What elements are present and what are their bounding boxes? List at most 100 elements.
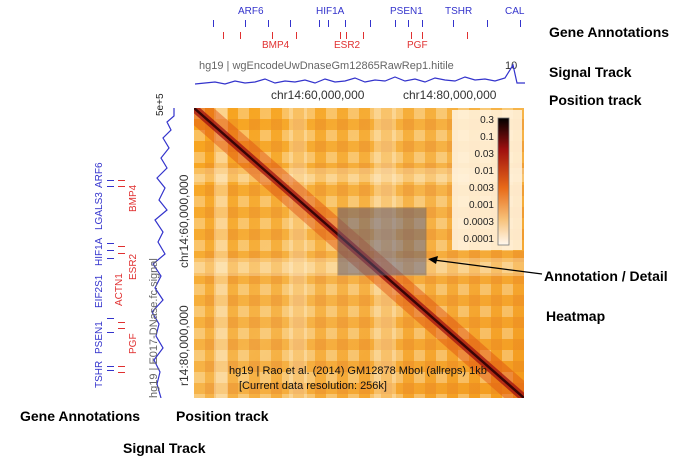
- top-signal-track: hg19 | wgEncodeUwDnaseGm12865RawRep1.hit…: [195, 57, 525, 87]
- gene-tick: [268, 20, 269, 27]
- gene-tick: [107, 243, 114, 244]
- signal-line: [195, 63, 525, 85]
- gene-tick: [408, 20, 409, 27]
- heatmap-resolution: [Current data resolution: 256k]: [239, 380, 387, 392]
- gene-label: ESR2: [334, 40, 361, 51]
- gene-tick: [118, 246, 125, 247]
- colorbar-tick: 0.01: [475, 166, 495, 177]
- gene-label: HIF1A: [94, 237, 105, 266]
- gene-label: CAL: [505, 6, 525, 17]
- gene-label: EIF2S1: [94, 274, 105, 308]
- gene-label: ACTN1: [114, 273, 125, 306]
- gene-tick: [118, 372, 125, 373]
- gene-tick: [107, 370, 114, 371]
- gene-label: ARF6: [238, 6, 264, 17]
- label-position-track-left: Position track: [176, 408, 269, 424]
- gene-tick: [213, 20, 214, 27]
- colorbar-tick: 0.1: [480, 132, 494, 143]
- gene-tick: [328, 20, 329, 27]
- gene-label: PGF: [128, 333, 139, 354]
- heatmap-stripe: [214, 108, 228, 398]
- gene-tick: [296, 32, 297, 39]
- annotation-arrow: [428, 256, 543, 275]
- gene-tick: [467, 32, 468, 39]
- gene-tick: [422, 20, 423, 27]
- gene-tick: [290, 20, 291, 27]
- gene-tick: [118, 253, 125, 254]
- signal-track-label: hg19 | E017-DNase.fc.signal: [148, 258, 160, 398]
- position-label: chr14:60,000,000: [177, 174, 191, 268]
- label-gene-annotations-left: Gene Annotations: [20, 408, 141, 424]
- top-position-track: chr14:60,000,000 chr14:80,000,000: [195, 88, 525, 106]
- gene-label: TSHR: [94, 360, 105, 388]
- gene-tick: [107, 318, 114, 319]
- gene-tick: [363, 32, 364, 39]
- gene-label: PSEN1: [390, 6, 423, 17]
- gene-tick: [107, 180, 114, 181]
- top-gene-annotation-track: ARF6 HIF1A PSEN1 TSHR CAL BMP4 ESR2 PGF: [195, 5, 530, 55]
- gene-tick: [107, 186, 114, 187]
- gene-tick: [118, 186, 125, 187]
- position-label: r14:80,000,000: [177, 305, 191, 386]
- label-position-track-top: Position track: [549, 92, 642, 108]
- gene-tick: [272, 32, 273, 39]
- gene-tick: [346, 32, 347, 39]
- gene-label: PGF: [407, 40, 428, 51]
- label-signal-track-left: Signal Track: [123, 440, 206, 456]
- gene-tick: [223, 32, 224, 39]
- gene-tick: [422, 32, 423, 39]
- left-position-track: chr14:60,000,000 r14:80,000,000: [177, 108, 193, 398]
- gene-label: BMP4: [128, 184, 139, 212]
- position-label: chr14:60,000,000: [271, 88, 365, 102]
- gene-tick: [245, 20, 246, 27]
- colorbar-tick: 0.001: [469, 200, 494, 211]
- label-heatmap: Heatmap: [546, 308, 606, 324]
- gene-label: ARF6: [94, 162, 105, 188]
- label-signal-track-top: Signal Track: [549, 64, 632, 80]
- gene-tick: [107, 366, 114, 367]
- left-signal-track: 5e+5 hg19 | E017-DNase.fc.signal: [143, 93, 177, 398]
- gene-tick: [520, 20, 521, 27]
- heatmap-stripe: [289, 108, 307, 398]
- gene-tick: [118, 322, 125, 323]
- label-gene-annotations-top: Gene Annotations: [549, 24, 670, 40]
- gene-label: ESR2: [128, 253, 139, 280]
- left-signal-line: [151, 108, 175, 398]
- gene-tick: [118, 180, 125, 181]
- gene-tick: [370, 20, 371, 27]
- colorbar-tick: 0.003: [469, 183, 494, 194]
- colorbar: [497, 117, 510, 246]
- gene-tick: [411, 32, 412, 39]
- gene-label: PSEN1: [94, 321, 105, 354]
- hic-heatmap[interactable]: 0.3 0.1 0.03 0.01 0.003 0.001 0.0003 0.0…: [194, 108, 524, 398]
- gene-tick: [107, 250, 114, 251]
- annotation-detail-box[interactable]: [337, 207, 427, 276]
- position-label: chr14:80,000,000: [403, 88, 497, 102]
- colorbar-panel: [452, 110, 522, 250]
- signal-track-label: hg19 | wgEncodeUwDnaseGm12865RawRep1.hit…: [199, 60, 454, 72]
- gene-tick: [487, 20, 488, 27]
- colorbar-tick: 0.0003: [463, 217, 494, 228]
- label-annotation-detail: Annotation / Detail: [544, 268, 668, 284]
- colorbar-tick: 0.03: [475, 149, 495, 160]
- gene-tick: [240, 32, 241, 39]
- heatmap-label: hg19 | Rao et al. (2014) GM12878 MboI (a…: [229, 365, 487, 377]
- gene-tick: [319, 20, 320, 27]
- gene-label: LGALS3: [94, 192, 105, 230]
- gene-tick: [107, 258, 114, 259]
- left-gene-annotation-track: ARF6 LGALS3 HIF1A EIF2S1 PSEN1 TSHR BMP4…: [88, 108, 139, 398]
- gene-tick: [118, 366, 125, 367]
- gene-tick: [340, 32, 341, 39]
- gene-tick: [118, 328, 125, 329]
- colorbar-tick: 0.3: [480, 115, 494, 126]
- colorbar-tick: 0.0001: [463, 234, 494, 245]
- gene-label: TSHR: [445, 6, 473, 17]
- gene-tick: [395, 20, 396, 27]
- gene-label: HIF1A: [316, 6, 345, 17]
- gene-tick: [345, 20, 346, 27]
- signal-max-label: 5e+5: [155, 93, 166, 116]
- gene-tick: [107, 332, 114, 333]
- gene-label: BMP4: [262, 40, 290, 51]
- gene-tick: [453, 20, 454, 27]
